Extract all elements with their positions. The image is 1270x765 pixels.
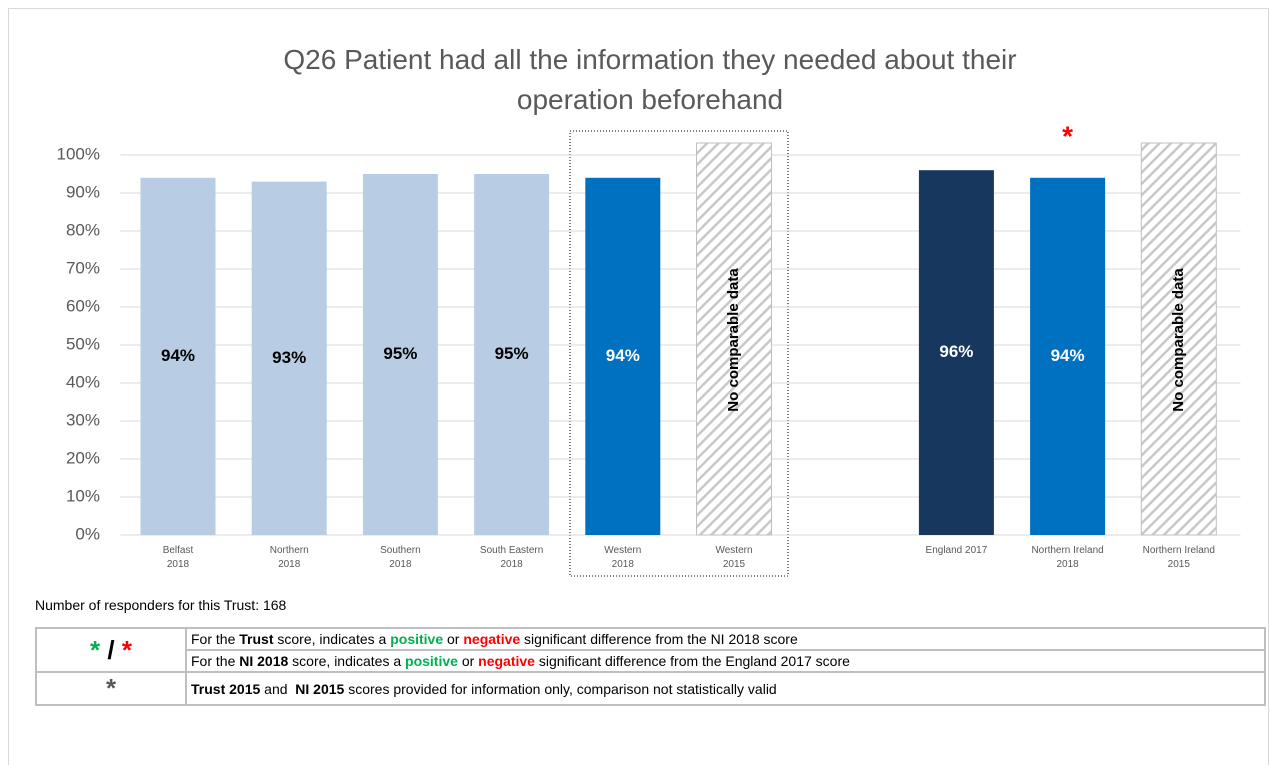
y-tick-label: 40% — [66, 372, 100, 391]
legend-row: For the NI 2018 score, indicates a posit… — [36, 649, 1266, 673]
legend-text: For the — [191, 653, 240, 669]
x-tick-label: Northern Ireland 2018 — [1031, 545, 1103, 570]
legend-text: score, indicates a — [273, 631, 391, 647]
no-data-label: No comparable data — [1170, 268, 1187, 412]
legend-symbol: * / * — [35, 627, 187, 673]
legend-text: NI 2015 — [295, 680, 345, 697]
bar — [918, 170, 994, 535]
bar — [1030, 177, 1106, 536]
x-tick-label: Western 2018 — [604, 545, 641, 570]
legend-description: For the NI 2018 score, indicates a posit… — [185, 649, 1266, 673]
legend-text: or — [443, 631, 464, 647]
value-label: 95% — [383, 344, 417, 363]
legend-text: Trust — [239, 631, 274, 647]
frame — [8, 8, 1269, 765]
legend-description: For the Trust score, indicates a positiv… — [185, 627, 1266, 651]
x-tick-label: England 2017 — [926, 545, 988, 556]
y-tick-label: 30% — [66, 410, 100, 429]
legend-text: significant difference from the England … — [534, 653, 850, 669]
legend-text: positive — [405, 653, 458, 669]
legend-text: For the — [191, 631, 240, 647]
legend-text: / — [100, 634, 122, 665]
x-tick-label: Northern 2018 — [270, 545, 309, 570]
value-label: 94% — [1051, 346, 1085, 365]
y-tick-label: 90% — [66, 182, 100, 201]
x-tick-label: South Eastern 2018 — [480, 545, 543, 570]
legend-text: positive — [390, 631, 444, 647]
x-tick-label: Belfast 2018 — [163, 545, 194, 570]
x-tick-label: Western 2015 — [715, 545, 752, 570]
x-tick-label: Southern 2018 — [380, 545, 421, 570]
y-tick-label: 50% — [66, 334, 100, 353]
bar — [251, 181, 327, 535]
chart-title: Q26 Patient had all the information they… — [283, 44, 1017, 115]
y-tick-label: 60% — [66, 296, 100, 315]
legend-text: NI 2018 — [239, 653, 289, 669]
legend-table: * / * For the Trust score, indicates a po… — [35, 627, 1266, 706]
no-data-bar — [696, 142, 772, 536]
bar — [140, 177, 216, 536]
value-label: 96% — [939, 342, 973, 361]
legend-symbol: * — [35, 671, 187, 706]
legend-description: Trust 2015 and NI 2015 scores provided f… — [185, 671, 1266, 706]
y-tick-label: 80% — [66, 220, 100, 239]
y-tick-label: 100% — [57, 144, 100, 163]
y-tick-label: 20% — [66, 448, 100, 467]
legend-row: * Trust 2015 and NI 2015 scores provided … — [35, 671, 1266, 706]
highlight-box — [569, 130, 789, 577]
bar — [585, 177, 661, 536]
bar — [474, 174, 550, 535]
legend-text: * — [90, 634, 101, 665]
bar — [362, 174, 438, 535]
x-tick-label: Northern Ireland 2015 — [1143, 545, 1215, 570]
legend-text: Trust 2015 — [191, 680, 261, 697]
legend-text: or — [457, 653, 479, 669]
no-data-bar — [1140, 142, 1217, 536]
legend-row: * / * For the Trust score, indicates a po… — [35, 627, 1266, 673]
note: Number of responders for this Trust: 168 — [35, 597, 287, 613]
legend-text: negative — [478, 653, 535, 669]
legend-text: negative — [463, 631, 521, 647]
legend-text: and — [260, 680, 296, 697]
value-label: 94% — [161, 346, 195, 365]
legend-text: scores provided for information only, co… — [344, 680, 777, 697]
y-tick-label: 0% — [75, 524, 100, 543]
no-data-label: No comparable data — [725, 268, 742, 412]
legend-text: * — [121, 634, 132, 665]
value-label: 94% — [606, 346, 640, 365]
significance-marker: * — [1062, 120, 1073, 151]
value-label: 93% — [272, 348, 306, 367]
legend-text: score, indicates a — [288, 653, 406, 669]
legend-text: * — [105, 673, 117, 703]
y-tick-label: 70% — [66, 258, 100, 277]
legend-text: significant difference from the NI 2018 … — [520, 631, 798, 647]
value-label: 95% — [495, 344, 529, 363]
y-tick-label: 10% — [66, 486, 100, 505]
